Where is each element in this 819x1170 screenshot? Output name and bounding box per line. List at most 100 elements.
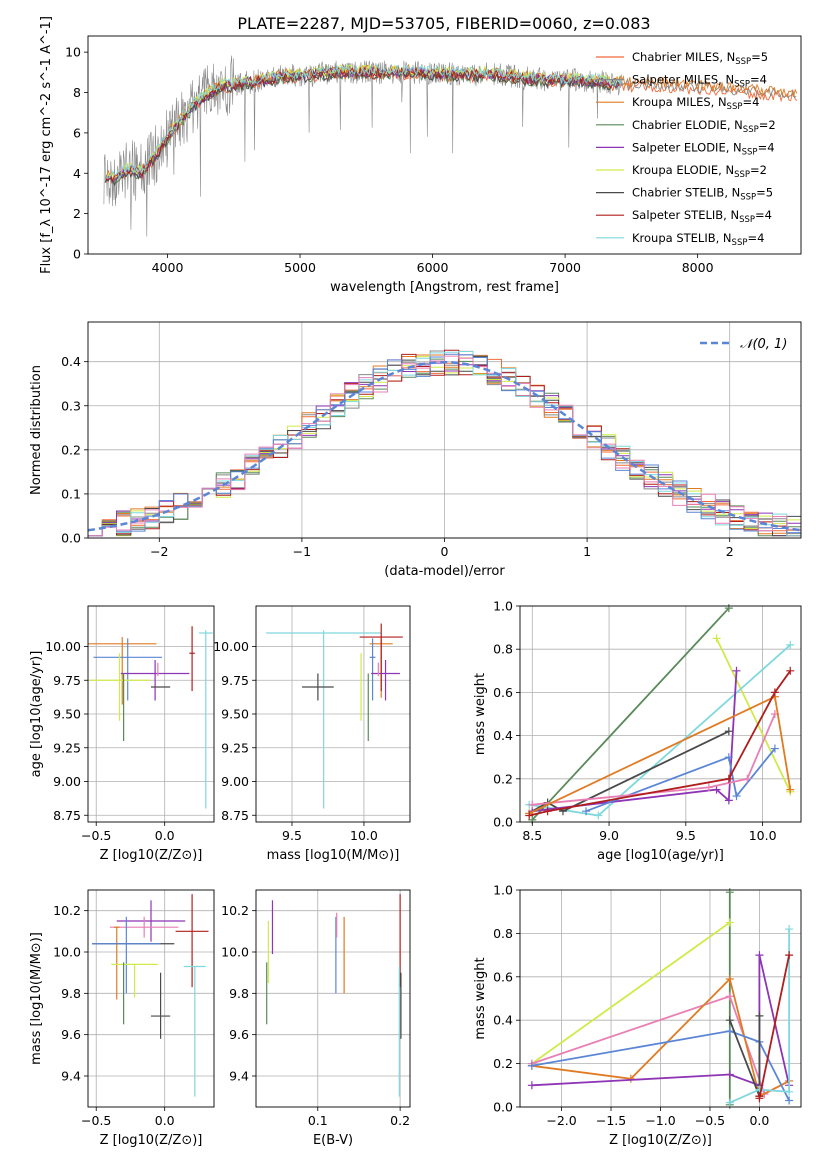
weight-marker <box>786 640 795 649</box>
legend-subscript: SSP <box>742 147 758 157</box>
x-axis-label: E(B-V) <box>313 1133 353 1148</box>
legend-entry: 𝒩(0, 1) <box>740 337 787 352</box>
weight-marker <box>725 888 734 897</box>
error-bar-point <box>120 660 190 701</box>
legend-nssp: =5 <box>751 50 768 64</box>
y-axis-label: mass weight <box>473 957 488 1039</box>
x-tick-label: 7000 <box>549 260 581 275</box>
x-tick-label: −1 <box>293 544 311 559</box>
legend-subscript: SSP <box>735 57 751 67</box>
y-tick-label: 9.00 <box>53 774 81 789</box>
legend-subscript: SSP <box>734 80 750 90</box>
weight-marker <box>725 918 734 927</box>
x-tick-label: 8000 <box>682 260 714 275</box>
axes-frame <box>87 889 215 1108</box>
weight-marker <box>704 783 713 792</box>
x-tick-label: −0.5 <box>695 1113 725 1128</box>
weight-line <box>532 713 776 806</box>
legend-subscript: SSP <box>732 238 748 248</box>
legend-nssp: =2 <box>750 163 767 177</box>
residuals-axes: −2 −1 0 1 2 0.0 0.1 0.2 0.3 0.4 (data-model)/error… <box>29 321 802 579</box>
observed-spectrum <box>103 55 623 237</box>
legend-subscript: SSP <box>743 125 759 135</box>
legend-subscript: SSP <box>734 170 750 180</box>
weight-marker <box>525 811 534 820</box>
weight-series-kroupa-elodie <box>712 634 795 796</box>
error-bar-point <box>371 660 400 701</box>
weight-series-salpeter-stelib <box>525 666 795 820</box>
mass-weight-vs-age-axes: 8.5 9.0 9.5 10.0 0.0 0.2 0.4 0.6 0.8 1.0 age [log1… <box>473 599 802 863</box>
error-bar-point <box>369 638 376 701</box>
error-bar-point <box>266 630 382 809</box>
x-tick-label: −1.5 <box>596 1113 626 1128</box>
mass-weight-vs-Z-axes: −2.0 −1.5 −1.0 −0.5 0.0 0.0 0.2 0.4 0.6 0.8 1.0 Z [… <box>473 883 802 1148</box>
y-axis-label: mass [log10(M/M⊙)] <box>29 932 44 1065</box>
y-tick-label: 9.75 <box>53 673 81 688</box>
weight-line <box>715 638 792 793</box>
y-tick-label: 9.75 <box>221 673 249 688</box>
y-tick-label: 9.00 <box>221 774 249 789</box>
y-tick-label: 0.1 <box>61 486 81 501</box>
x-tick-label: −1.0 <box>645 1113 675 1128</box>
model-curve-kroupa-miles <box>106 63 798 182</box>
y-tick-label: 10.0 <box>221 945 249 960</box>
x-axis-label: Z [log10(Z/Z⊙)] <box>100 848 203 863</box>
error-bar-point <box>302 673 334 701</box>
weight-marker <box>785 951 794 960</box>
y-tick-label: 8.75 <box>221 808 249 823</box>
legend-nssp: =4 <box>742 95 759 109</box>
legend-entry: Kroupa ELODIE, NSSP=2 <box>632 163 767 180</box>
weight-marker <box>732 792 741 801</box>
legend-entry: Salpeter ELODIE, NSSP=4 <box>632 140 775 157</box>
histogram-pink <box>88 355 801 537</box>
spectrum-axes: 4000 5000 6000 7000 8000 0 2 4 6 8 10 wavelength [A… <box>39 16 802 295</box>
y-tick-label: 0.8 <box>493 926 513 941</box>
error-bar-point <box>89 653 150 721</box>
y-tick-label: 10.2 <box>221 903 249 918</box>
y-axis-label: age [log10(age/yr)] <box>29 651 44 778</box>
weight-line <box>529 644 791 817</box>
x-tick-label: −0.5 <box>81 828 111 843</box>
weight-marker <box>725 1098 734 1107</box>
x-tick-label: 0.0 <box>155 828 175 843</box>
weight-marker <box>786 666 795 675</box>
x-tick-label: 1 <box>583 544 591 559</box>
y-tick-label: 10 <box>65 45 81 60</box>
axes-frame <box>87 35 802 255</box>
y-tick-label: 10.00 <box>213 639 249 654</box>
weight-marker <box>785 1096 794 1105</box>
weight-line <box>728 1015 761 1097</box>
weight-marker <box>785 1087 794 1096</box>
weight-marker <box>582 807 591 816</box>
error-bar-point <box>111 963 158 998</box>
y-tick-label: 9.25 <box>53 740 81 755</box>
y-tick-label: 0.0 <box>493 815 513 830</box>
x-axis-label: wavelength [Angstrom, rest frame] <box>330 280 559 295</box>
axes-frame <box>519 605 802 823</box>
x-axis-label: (data-model)/error <box>384 564 505 579</box>
weight-marker <box>785 925 794 934</box>
weight-line <box>531 607 730 821</box>
x-tick-label: 9.5 <box>282 828 302 843</box>
y-tick-label: 0.3 <box>61 398 81 413</box>
x-tick-label: 10.0 <box>350 828 378 843</box>
y-axis-label: Normed distribution <box>29 365 44 495</box>
y-tick-label: 0.4 <box>493 728 513 743</box>
model-curve-chabrier-stelib <box>104 68 621 187</box>
weight-marker <box>725 1027 734 1036</box>
legend-nssp: =2 <box>759 118 776 132</box>
x-axis-label: age [log10(age/yr)] <box>597 848 724 863</box>
y-tick-label: 6 <box>73 125 81 140</box>
legend-nssp: =5 <box>756 186 773 200</box>
y-axis-label: Flux [f_λ 10^-17 erg cm^-2 s^-1 A^-1] <box>39 16 54 274</box>
y-tick-label: 9.25 <box>221 740 249 755</box>
y-tick-label: 0.4 <box>61 354 81 369</box>
mass-vs-Z-axes: −0.5 0.0 9.4 9.6 9.8 10.0 10.2 Z [log10(Z/Z⊙)] m… <box>29 889 215 1148</box>
weight-marker <box>712 634 721 643</box>
y-axis-label: mass weight <box>473 673 488 755</box>
model-curve-kroupa-stelib <box>106 64 623 180</box>
weight-marker <box>770 744 779 753</box>
error-bar-point <box>359 623 403 692</box>
x-tick-label: 2 <box>726 544 734 559</box>
y-tick-label: 8.75 <box>53 808 81 823</box>
